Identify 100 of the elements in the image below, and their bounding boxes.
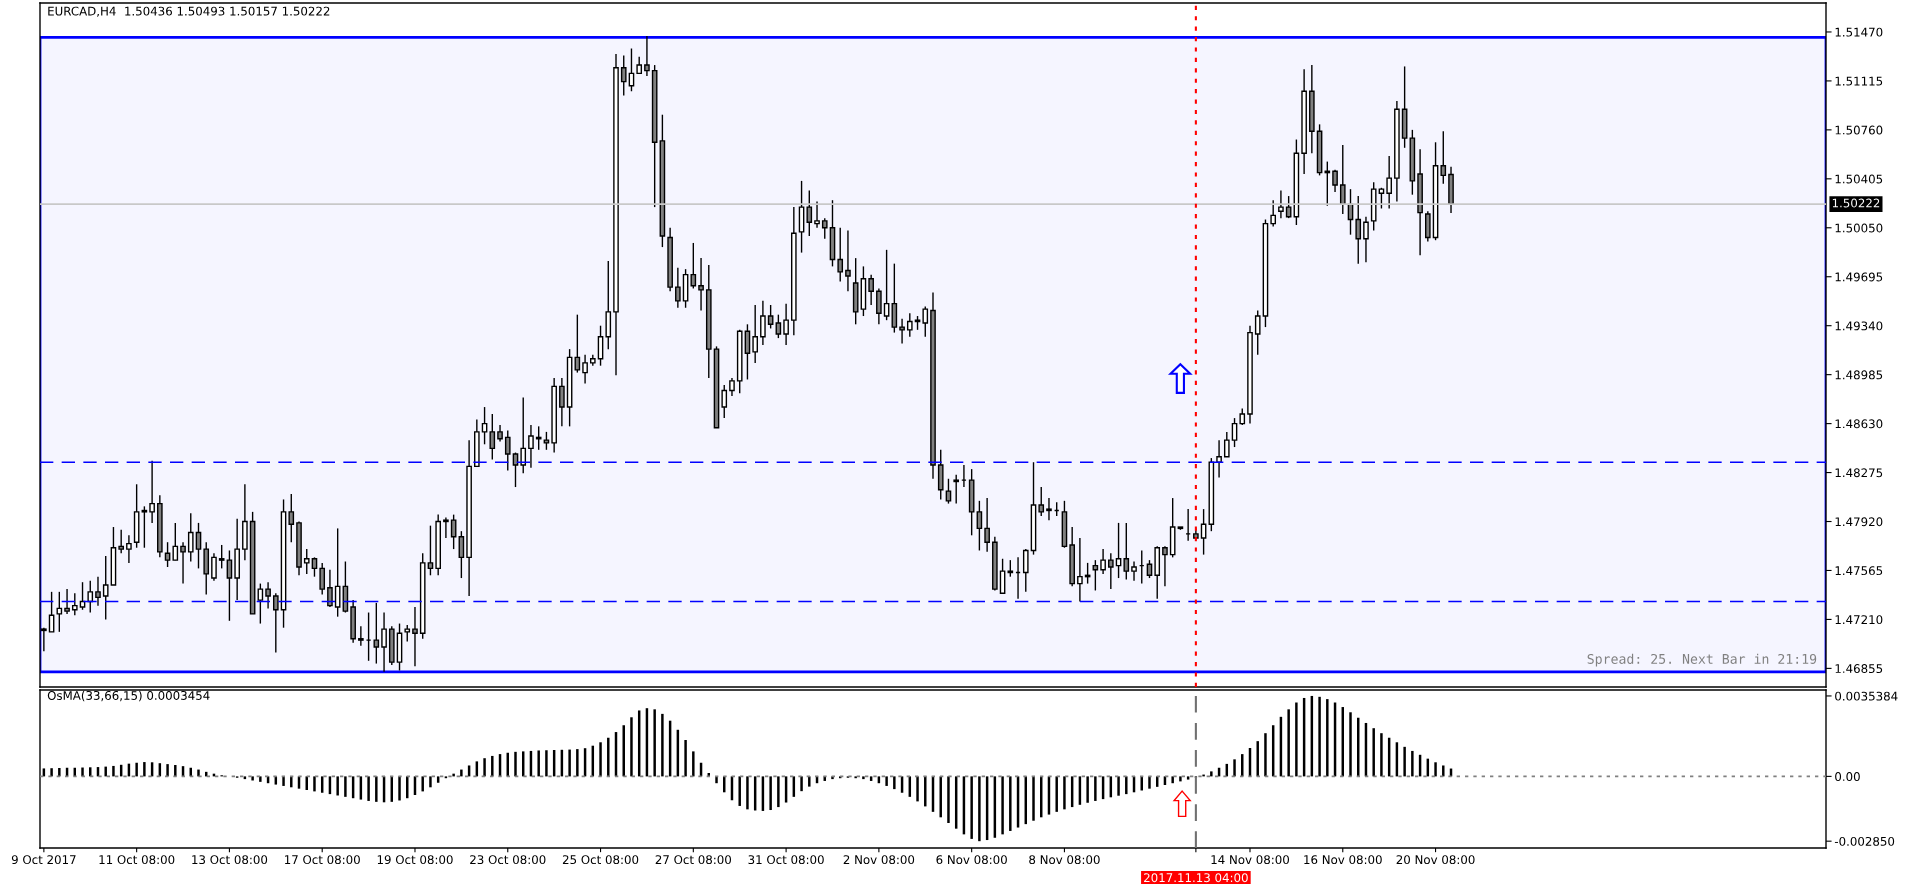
candlestick [821, 217, 828, 240]
bar [978, 776, 981, 842]
bar [1086, 776, 1089, 803]
bar [336, 776, 339, 796]
candlestick [71, 592, 78, 616]
bar [661, 713, 664, 777]
candlestick [1285, 195, 1292, 219]
bar [143, 762, 146, 777]
candlestick [868, 273, 874, 306]
x-tick-label: 2 Nov 08:00 [843, 855, 915, 865]
bar [862, 776, 865, 780]
bar [568, 749, 571, 777]
bar [259, 776, 262, 782]
bar [537, 750, 540, 777]
y-tick-label: 0.0035384 [1835, 691, 1898, 701]
y-tick-label: 1.48630 [1835, 419, 1883, 429]
bar [166, 764, 169, 777]
candlestick [760, 300, 766, 346]
bar [769, 776, 772, 811]
x-tick-label: 9 Oct 2017 [11, 855, 76, 865]
bar [1233, 759, 1236, 777]
candlestick [767, 304, 774, 330]
bar [514, 751, 517, 777]
candlestick [752, 304, 758, 364]
candlestick [1223, 431, 1230, 458]
bar [738, 776, 741, 806]
x-tick-label: 19 Oct 08:00 [377, 855, 453, 865]
x-tick-label: 16 Nov 08:00 [1304, 855, 1382, 865]
bar [746, 776, 749, 810]
bar [421, 776, 424, 792]
candlestick [806, 189, 813, 237]
bar [653, 709, 656, 777]
y-tick-label: 1.48985 [1835, 370, 1883, 380]
bar [808, 776, 811, 787]
bar [1032, 776, 1035, 821]
bar [1411, 750, 1414, 777]
x-tick-label: 25 Oct 08:00 [562, 855, 639, 865]
bar [81, 767, 84, 777]
y-tick-label: 1.46855 [1835, 664, 1883, 674]
y-tick-label: -0.002850 [1834, 836, 1895, 846]
candlestick [102, 555, 109, 621]
candlestick [1332, 169, 1338, 193]
y-tick-label: 1.51115 [1835, 76, 1883, 86]
x-tick-label: 13 Oct 08:00 [192, 855, 268, 865]
bar [460, 769, 463, 777]
candlestick [265, 581, 271, 610]
candlestick [698, 257, 704, 312]
bar [939, 776, 942, 818]
bar [174, 765, 177, 777]
candlestick [373, 602, 380, 665]
candlestick [1278, 189, 1284, 219]
bar [367, 776, 370, 801]
bar [545, 750, 548, 777]
candlestick [95, 575, 101, 607]
annotation: Spread: 25. Next Bar in 21:19 [1587, 653, 1817, 667]
candlestick [412, 606, 418, 668]
candlestick [303, 548, 310, 575]
candlestick [690, 242, 697, 290]
y-tick-label: 1.48275 [1835, 468, 1883, 478]
bar [622, 725, 625, 777]
bar [1171, 776, 1174, 784]
candlestick [620, 54, 627, 97]
candlestick [272, 592, 279, 654]
bar [599, 742, 602, 777]
candlestick [56, 591, 63, 633]
bar [398, 776, 401, 801]
candlestick [187, 512, 194, 563]
candlestick [582, 353, 588, 385]
candlestick [311, 556, 318, 578]
bar [869, 776, 873, 781]
bar [344, 776, 347, 797]
x-tick-label: 6 Nov 08:00 [936, 855, 1007, 865]
bar [429, 776, 432, 788]
bar [692, 751, 695, 777]
candlestick [528, 424, 534, 469]
x-tick-label: 31 Oct 08:00 [748, 855, 824, 865]
candlestick [504, 429, 511, 472]
candlestick [481, 406, 488, 445]
candlestick [226, 549, 233, 622]
candlestick [64, 588, 70, 615]
bar [1256, 741, 1259, 777]
x-tick-label: 23 Oct 08:00 [470, 855, 546, 865]
bar [1264, 733, 1267, 777]
bar [970, 776, 973, 839]
bar [50, 768, 53, 777]
candlestick [644, 35, 650, 77]
bar [1210, 771, 1213, 777]
candlestick [450, 513, 457, 550]
x-tick-label: 11 Oct 08:00 [99, 855, 175, 865]
candlestick [381, 611, 387, 673]
bar [491, 755, 494, 777]
y-tick-label: 1.50760 [1835, 125, 1883, 135]
bar [1001, 776, 1004, 835]
candlestick [891, 262, 898, 334]
candlestick [559, 377, 565, 428]
candlestick [976, 500, 983, 552]
candlestick [118, 529, 125, 554]
candlestick [520, 396, 527, 474]
candlestick [1231, 417, 1238, 448]
candlestick [1440, 130, 1447, 185]
